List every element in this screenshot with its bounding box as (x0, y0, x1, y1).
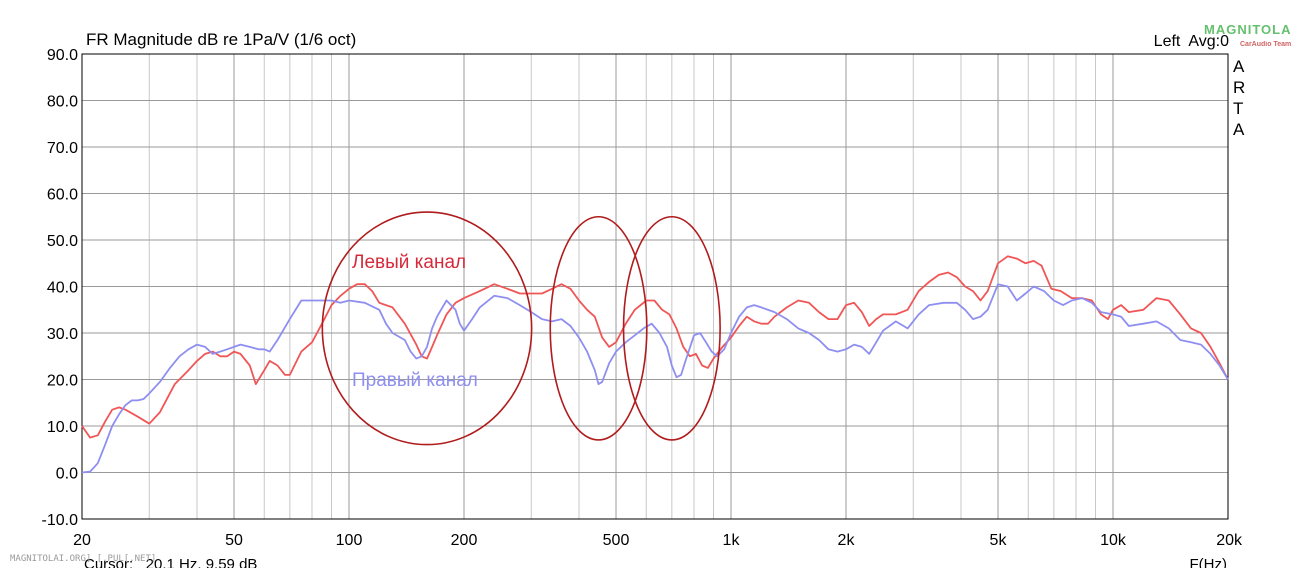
x-axis-ticks: 20 50 100 200 500 1k 2k 5k 10k 20k (73, 532, 1243, 549)
y-tick-label: 70.0 (47, 140, 78, 157)
y-tick-label: 0.0 (56, 466, 78, 483)
y-tick-label: 10.0 (47, 419, 78, 436)
y-tick-label: 40.0 (47, 280, 78, 297)
y-tick-label: 60.0 (47, 187, 78, 204)
x-tick-label: 20 (73, 532, 91, 549)
arta-letter-1: A (1233, 57, 1245, 76)
annotation-ellipse (549, 215, 648, 441)
series-line-left-channel (81, 255, 1229, 439)
series-label-right-channel: Правый канал (352, 370, 478, 391)
x-tick-label: 500 (603, 532, 630, 549)
x-tick-label: 100 (336, 532, 363, 549)
x-axis-label: F(Hz) (1190, 556, 1228, 568)
y-axis-ticks: 90.0 80.0 70.0 60.0 50.0 40.0 30.0 20.0 10.0 0.0 -… (42, 47, 79, 529)
y-tick-label: 20.0 (47, 373, 78, 390)
arta-letter-3: T (1233, 99, 1243, 118)
series-label-left-channel: Левый канал (352, 252, 466, 273)
x-tick-label: 5k (990, 532, 1008, 549)
arta-letter-4: A (1233, 120, 1245, 139)
chart-grid (82, 54, 1228, 519)
y-tick-label: 90.0 (47, 47, 78, 64)
annotation-ellipse (622, 215, 721, 441)
channel-avg-label: Left Avg:0 (1154, 33, 1229, 50)
series-line-right-channel (81, 283, 1229, 474)
series-layer (81, 255, 1229, 474)
x-tick-label: 200 (451, 532, 478, 549)
annotation-ellipse (321, 211, 533, 446)
x-tick-label: 20k (1216, 532, 1243, 549)
annotation-layer (321, 211, 721, 446)
chart-title: FR Magnitude dB re 1Pa/V (1/6 oct) (86, 30, 356, 49)
x-tick-label: 50 (225, 532, 243, 549)
y-tick-label: -10.0 (42, 512, 79, 529)
logo-text: MAGNITOLA (1204, 22, 1291, 37)
x-tick-label: 10k (1100, 532, 1127, 549)
plot-frame (81, 53, 1229, 520)
cursor-readout: Cursor: 20.1 Hz, 9.59 dB (84, 556, 257, 568)
y-tick-label: 50.0 (47, 233, 78, 250)
x-tick-label: 1k (723, 532, 741, 549)
watermark: MAGNITOLAI.ORG] [.PUL[.NET] (10, 554, 156, 564)
y-tick-label: 80.0 (47, 94, 78, 111)
logo-subtext: CarAudio Team (1240, 41, 1291, 48)
arta-letter-2: R (1233, 78, 1245, 97)
magnitola-logo: MAGNITOLA CarAudio Team (1204, 22, 1291, 48)
x-tick-label: 2k (838, 532, 856, 549)
y-tick-label: 30.0 (47, 326, 78, 343)
